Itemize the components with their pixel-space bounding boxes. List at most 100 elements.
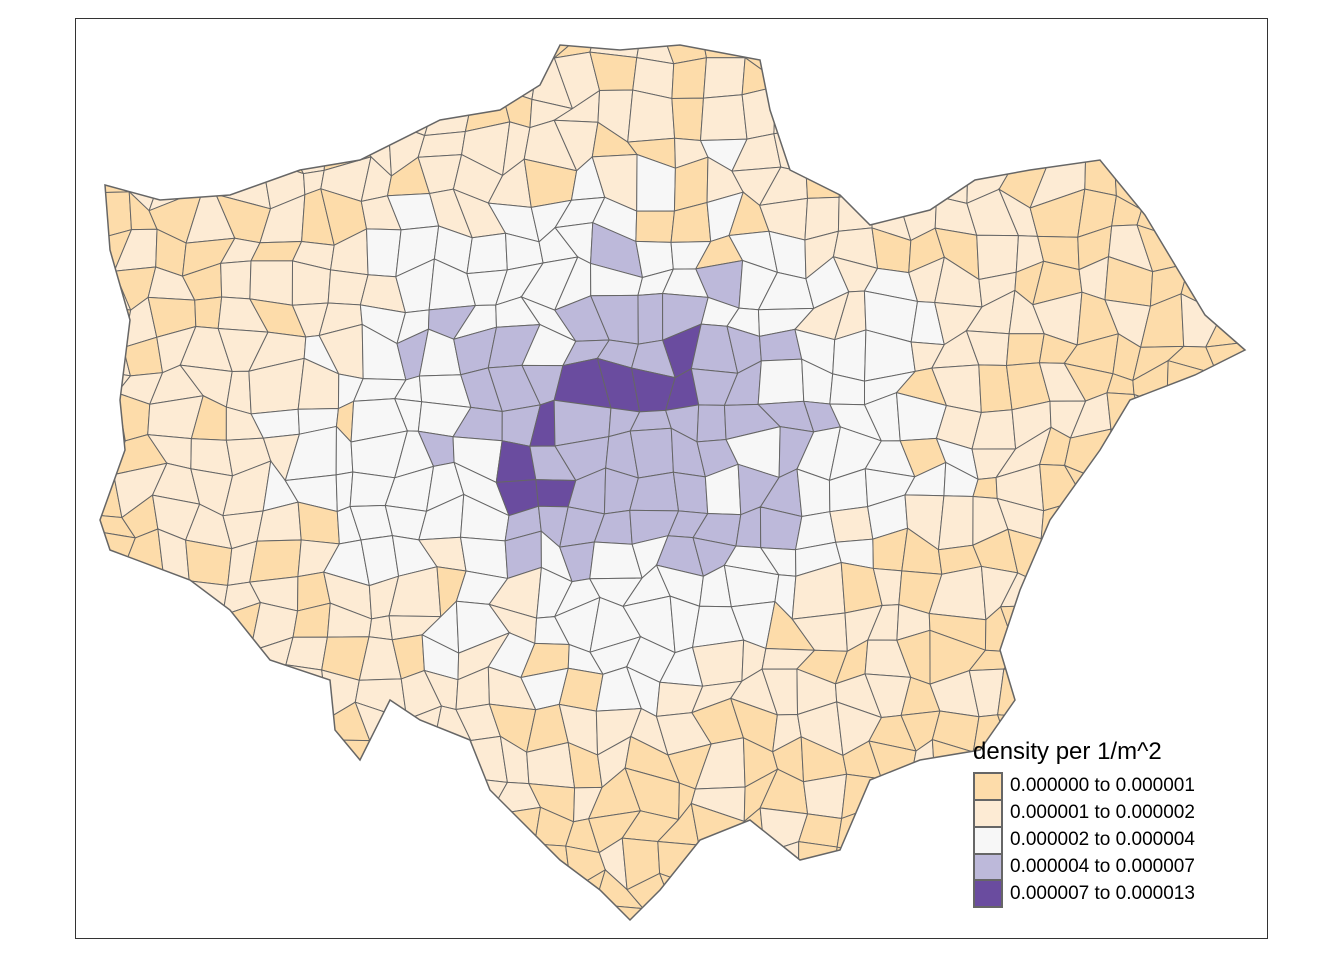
ward-region: [1202, 45, 1245, 70]
ward-region: [640, 907, 678, 920]
ward-region: [214, 124, 268, 161]
ward-region: [974, 56, 1019, 109]
ward-region: [220, 699, 259, 753]
ward-region: [696, 404, 727, 443]
ward-region: [1037, 645, 1084, 683]
ward-region: [863, 803, 912, 855]
ward-region: [1235, 465, 1245, 507]
ward-region: [698, 844, 731, 891]
ward-region: [128, 670, 164, 706]
ward-region: [315, 847, 375, 891]
ward-region: [315, 810, 367, 858]
ward-region: [1077, 631, 1104, 684]
ward-region: [893, 72, 934, 106]
ward-region: [1184, 155, 1225, 194]
ward-region: [284, 93, 334, 144]
ward-region: [1105, 45, 1148, 70]
ward-region: [231, 772, 273, 821]
ward-region: [871, 155, 897, 192]
legend-label: 0.000000 to 0.000001: [1010, 774, 1195, 796]
ward-region: [215, 61, 258, 102]
ward-region: [1215, 392, 1238, 436]
ward-region: [869, 45, 917, 75]
ward-region: [1100, 532, 1136, 586]
ward-region: [963, 905, 1015, 920]
ward-region: [194, 902, 227, 920]
ward-region: [366, 228, 402, 278]
ward-region: [1220, 192, 1245, 239]
ward-region: [254, 833, 303, 886]
legend-swatch: [973, 826, 1003, 853]
ward-region: [330, 914, 372, 920]
ward-region: [1105, 88, 1150, 142]
ward-region: [1274, 630, 1318, 680]
ward-region: [161, 95, 191, 140]
ward-region: [1254, 680, 1288, 713]
ward-region: [218, 667, 269, 704]
ward-region: [254, 700, 302, 753]
legend-swatch: [973, 772, 1003, 799]
ward-region: [1083, 498, 1108, 540]
ward-region: [594, 903, 644, 920]
ward-region: [458, 910, 501, 920]
ward-region: [1068, 581, 1118, 616]
ward-region: [118, 45, 165, 62]
ward-region: [1133, 393, 1177, 442]
ward-region: [157, 576, 198, 618]
ward-region: [1273, 223, 1313, 266]
ward-region: [148, 601, 199, 639]
ward-region: [1249, 307, 1282, 341]
ward-region: [282, 785, 327, 816]
ward-region: [1235, 426, 1245, 468]
legend-label: 0.000007 to 0.000013: [1010, 882, 1195, 904]
ward-region: [126, 803, 171, 852]
ward-region: [802, 773, 848, 820]
legend: density per 1/m^2 0.000000 to 0.000001 0.…: [973, 738, 1195, 908]
ward-region: [1100, 580, 1136, 611]
ward-region: [117, 59, 168, 105]
ward-region: [1098, 666, 1140, 721]
ward-region: [185, 95, 237, 131]
ward-region: [152, 680, 189, 712]
ward-region: [1005, 131, 1054, 170]
ward-region: [832, 883, 866, 910]
ward-region: [1280, 28, 1326, 75]
ward-region: [220, 732, 260, 783]
ward-region: [1202, 684, 1245, 723]
ward-region: [766, 45, 796, 75]
ward-region: [100, 164, 134, 194]
legend-item: 0.000002 to 0.000004: [973, 826, 1195, 853]
ward-region: [1285, 360, 1324, 416]
ward-region: [864, 907, 902, 920]
london-boundary: [99, 44, 1247, 922]
ward-region: [364, 849, 403, 891]
ward-region: [1250, 340, 1290, 372]
ward-region: [1033, 64, 1084, 102]
ward-region: [1148, 137, 1190, 171]
ward-region: [249, 53, 301, 102]
ward-region: [1135, 669, 1190, 707]
ward-region: [1244, 887, 1245, 907]
legend-label: 0.000001 to 0.000002: [1010, 801, 1195, 823]
ward-region: [1269, 192, 1320, 225]
ward-region: [153, 45, 200, 74]
ward-region: [637, 292, 664, 345]
ward-region: [100, 882, 131, 908]
ward-region: [825, 73, 877, 104]
ward-region: [153, 60, 200, 97]
ward-region: [1222, 497, 1245, 551]
ward-region: [1132, 601, 1187, 655]
ward-region: [100, 671, 133, 710]
ward-region: [763, 840, 800, 891]
ward-region: [1068, 605, 1118, 651]
ward-region: [997, 668, 1055, 719]
ward-region: [118, 902, 170, 920]
ward-region: [385, 770, 436, 825]
ward-region: [1187, 681, 1217, 723]
ward-region: [1204, 465, 1245, 519]
ward-region: [184, 71, 237, 100]
ward-region: [1101, 904, 1156, 920]
ward-region: [249, 539, 302, 583]
ward-region: [1233, 392, 1245, 431]
ward-region: [1215, 817, 1245, 848]
